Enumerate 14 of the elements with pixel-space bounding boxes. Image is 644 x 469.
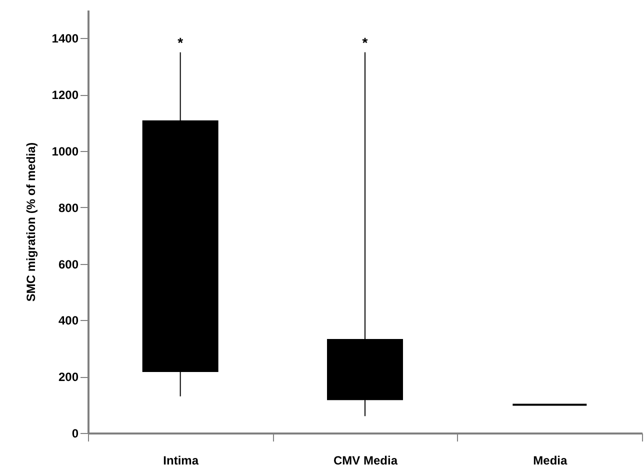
- y-tick-label: 600: [58, 257, 79, 272]
- x-tick-label: Intima: [163, 454, 199, 468]
- y-tick-label: 1000: [52, 144, 79, 158]
- annotation: *: [178, 34, 184, 50]
- x-tick-label: CMV Media: [333, 454, 398, 468]
- y-tick-label: 0: [72, 426, 79, 440]
- y-tick-label: 1400: [52, 32, 79, 46]
- y-axis-title: SMC migration (% of media): [24, 142, 38, 302]
- y-tick-label: 1200: [52, 88, 79, 102]
- y-tick-label: 200: [58, 370, 79, 384]
- y-tick-label: 800: [58, 200, 79, 215]
- x-tick-label: Media: [533, 454, 568, 468]
- annotation: *: [362, 34, 368, 50]
- y-tick-label: 400: [58, 314, 79, 328]
